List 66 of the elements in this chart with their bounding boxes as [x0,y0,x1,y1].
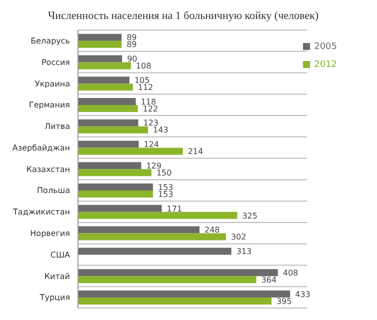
y-tick-label: Украина [34,79,70,88]
data-label: 150 [156,168,172,178]
bar [78,40,122,48]
y-tick-label: Беларусь [30,36,70,46]
y-tick-label: Норвегия [30,228,70,238]
y-tick-label: Китай [44,272,70,281]
bar [78,148,183,155]
y-tick-label: Азербайджан [12,143,70,152]
bar [78,105,138,112]
bar [78,212,238,219]
bar [78,190,153,198]
bar [78,297,272,304]
data-label: 153 [158,190,174,199]
bar [78,62,131,70]
data-label: 395 [276,296,292,306]
bar [78,98,136,106]
data-label: 433 [295,290,310,299]
data-label: 313 [236,247,252,256]
legend-label: 2005 [314,42,337,52]
bar [78,34,122,41]
bar [78,55,122,62]
bar [78,184,153,191]
data-label: 129 [146,161,162,170]
y-tick-label: Казахстан [26,164,70,174]
data-label: 302 [230,232,246,242]
bar [78,162,142,170]
bar [78,276,256,284]
data-label: 124 [144,140,160,150]
bar [78,169,152,176]
bar [78,233,226,240]
data-label: 90 [127,54,138,64]
data-label: 89 [126,33,137,42]
y-tick-label: Германия [28,100,70,110]
data-label: 89 [126,40,137,50]
data-label: 108 [136,62,152,71]
y-tick-label: Литва [44,122,70,132]
y-tick-label: Турция [38,293,70,302]
bar [78,248,232,255]
bar [78,140,139,148]
chart-title: Численность населения на 1 больничную койку (человек) [48,10,318,22]
data-label: 214 [188,147,204,156]
data-label: 143 [153,126,168,135]
data-label: 325 [242,211,258,220]
data-label: 123 [143,118,159,128]
bar [78,119,138,126]
bar [78,84,133,91]
bar [78,76,130,84]
data-label: 171 [166,204,182,214]
y-tick-label: Польша [37,186,70,196]
y-tick-label: Таджикистан [12,208,70,217]
bar [78,226,200,234]
y-tick-label: Россия [41,58,70,67]
bar [78,204,162,212]
data-label: 118 [140,97,156,106]
data-label: 153 [158,182,174,192]
bar [78,126,148,134]
bar [78,290,290,298]
bar [78,269,278,276]
data-label: 122 [142,104,158,114]
data-label: 112 [138,82,154,92]
y-tick-label: США [50,250,71,260]
data-label: 105 [134,76,150,85]
data-label: 364 [261,275,277,284]
data-label: 408 [282,268,298,278]
legend-label: 2012 [314,60,337,70]
data-label: 248 [204,226,220,235]
